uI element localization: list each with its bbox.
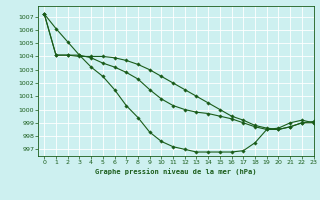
X-axis label: Graphe pression niveau de la mer (hPa): Graphe pression niveau de la mer (hPa) [95, 168, 257, 175]
